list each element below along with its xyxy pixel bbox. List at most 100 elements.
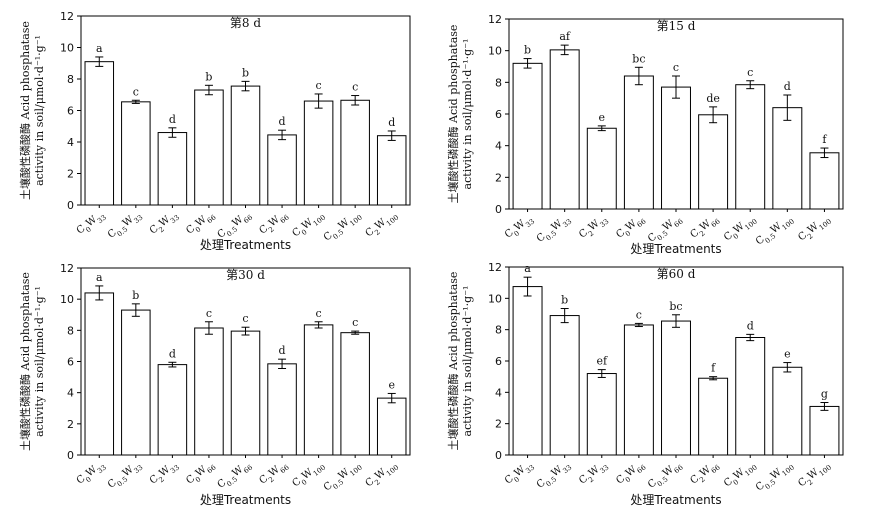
y-tick-label: 0 xyxy=(495,449,502,462)
y-tick-label: 6 xyxy=(495,108,502,121)
y-tick-label: 8 xyxy=(495,76,502,89)
category-label: C0W100 xyxy=(290,459,327,492)
y-tick-label: 10 xyxy=(60,293,74,306)
category-label: C2W33 xyxy=(577,213,610,243)
y-tick-label: 10 xyxy=(60,42,74,55)
bar xyxy=(586,373,617,456)
y-tick-label: 0 xyxy=(495,203,502,216)
chart-panel-1: 第8 d 0 2 4 6 8 10 12 a C0W33 c C0.5W33 d C2W33 b C0W66 b… xyxy=(18,10,411,252)
chart-title: 第15 d xyxy=(657,19,696,33)
significance-label: a xyxy=(524,262,531,275)
bar xyxy=(121,101,151,206)
bar xyxy=(194,327,224,456)
y-axis-title-line1: 土壤酸性磷酸酶 Acid phosphatase xyxy=(446,272,460,451)
significance-label: f xyxy=(711,362,716,375)
chart-panel-2: 第15 d 0 2 4 6 8 10 12 b C0W33 af C0.5W33 e C2W33 bc C0W… xyxy=(446,13,844,256)
category-label: C0W66 xyxy=(614,458,648,489)
significance-label: c xyxy=(352,81,358,94)
category-label: C0.5W100 xyxy=(754,213,796,250)
significance-label: c xyxy=(206,307,212,320)
bar xyxy=(623,75,654,210)
bar xyxy=(84,61,115,206)
category-label: C0W33 xyxy=(75,209,108,239)
significance-label: f xyxy=(822,133,827,146)
bar xyxy=(549,315,580,456)
y-tick-label: 0 xyxy=(67,449,74,462)
x-axis-title: 处理Treatments xyxy=(200,238,291,252)
significance-label: c xyxy=(242,312,248,325)
bar xyxy=(340,332,370,456)
significance-label: c xyxy=(316,79,322,92)
category-label: C2W33 xyxy=(148,459,181,489)
bar xyxy=(698,114,729,210)
y-tick-label: 6 xyxy=(67,105,74,118)
bar xyxy=(772,107,803,210)
category-label: C2W66 xyxy=(257,458,291,489)
y-tick-label: 2 xyxy=(67,168,74,181)
bar xyxy=(157,132,188,206)
significance-label: g xyxy=(821,388,828,401)
category-label: C2W33 xyxy=(577,459,610,489)
category-label: C0.5W66 xyxy=(216,458,255,493)
significance-label: b xyxy=(524,44,531,57)
chart-title: 第60 d xyxy=(657,267,696,281)
bar xyxy=(121,309,151,456)
bar xyxy=(698,377,729,456)
significance-label: ef xyxy=(596,355,608,368)
bar xyxy=(303,100,334,206)
significance-label: d xyxy=(784,80,791,93)
significance-label: d xyxy=(388,116,395,129)
category-label: C2W66 xyxy=(688,212,722,243)
category-label: C0W100 xyxy=(290,209,327,242)
bar xyxy=(661,320,691,456)
significance-label: c xyxy=(747,66,753,79)
y-tick-label: 2 xyxy=(67,418,74,431)
significance-label: c xyxy=(673,61,679,74)
bar xyxy=(267,134,297,206)
x-axis-title: 处理Treatments xyxy=(630,493,721,507)
significance-label: d xyxy=(169,113,176,126)
category-label: C0.5W33 xyxy=(535,459,574,493)
significance-label: e xyxy=(784,348,791,361)
bar xyxy=(340,99,370,206)
category-label: C0W100 xyxy=(722,213,759,246)
y-tick-label: 8 xyxy=(67,73,74,86)
y-tick-label: 2 xyxy=(495,171,502,184)
significance-label: c xyxy=(636,308,642,321)
significance-label: de xyxy=(706,92,720,105)
category-label: C2W100 xyxy=(796,459,833,492)
category-label: C0.5W33 xyxy=(106,209,145,243)
category-label: C0W100 xyxy=(722,459,759,492)
y-tick-label: 4 xyxy=(495,386,502,399)
x-axis-title: 处理Treatments xyxy=(200,493,291,507)
y-tick-label: 12 xyxy=(488,261,502,274)
chart-title: 第8 d xyxy=(230,16,261,30)
category-label: C2W100 xyxy=(364,459,401,492)
category-label: C0.5W100 xyxy=(322,459,364,496)
chart-title: 第30 d xyxy=(226,268,265,282)
significance-label: af xyxy=(559,30,571,43)
y-tick-label: 6 xyxy=(67,356,74,369)
category-label: C0W33 xyxy=(503,213,536,243)
bar xyxy=(623,324,654,456)
category-label: C0.5W100 xyxy=(754,459,796,496)
significance-label: a xyxy=(96,42,103,55)
bar xyxy=(230,330,261,456)
bar xyxy=(735,337,766,456)
significance-label: d xyxy=(279,344,286,357)
significance-label: d xyxy=(279,115,286,128)
bar xyxy=(809,152,840,210)
y-tick-label: 12 xyxy=(488,13,502,26)
significance-label: e xyxy=(599,111,606,124)
bar xyxy=(661,86,691,210)
y-tick-label: 12 xyxy=(60,262,74,275)
bar xyxy=(772,366,803,456)
y-axis-title-line2: activity in soil/μmol·d⁻¹·g⁻¹ xyxy=(461,39,474,190)
y-tick-label: 6 xyxy=(495,355,502,368)
bar xyxy=(267,363,297,456)
bar xyxy=(809,405,840,456)
category-label: C0.5W33 xyxy=(106,459,145,493)
y-axis-title-line1: 土壤酸性磷酸酶 Acid phosphatase xyxy=(18,272,32,451)
bar xyxy=(512,286,543,456)
y-axis-title-line2: activity in soil/μmol·d⁻¹·g⁻¹ xyxy=(33,286,46,437)
